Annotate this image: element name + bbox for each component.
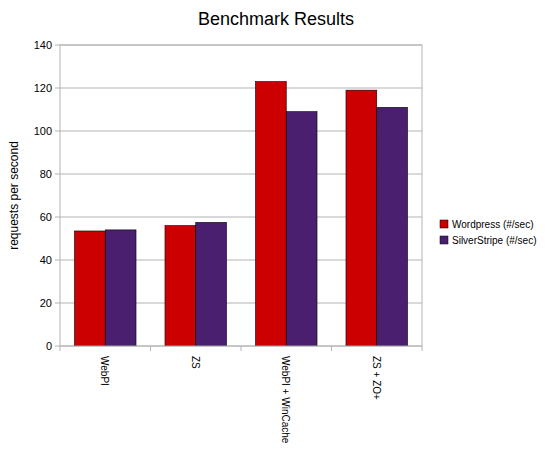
y-tick — [55, 174, 60, 175]
bar — [165, 226, 196, 346]
bar — [196, 222, 227, 346]
x-tick-label: WebPI — [99, 356, 110, 386]
x-tick — [150, 346, 151, 351]
y-tick-label: 20 — [40, 297, 52, 309]
plot-frame — [60, 45, 422, 346]
y-tick-label: 100 — [34, 125, 52, 137]
legend-label: SilverStripe (#/sec) — [452, 235, 536, 246]
bar — [105, 230, 136, 346]
x-tick — [60, 346, 61, 351]
x-tick — [422, 346, 423, 351]
legend-swatch — [440, 236, 448, 244]
y-tick-label: 60 — [40, 211, 52, 223]
y-axis-label: requests per second — [7, 141, 21, 250]
bar — [346, 90, 377, 346]
chart: 0 20 40 60 80 100 120 140 WebPI ZS WebPI + WinCach… — [0, 0, 552, 457]
y-tick — [55, 260, 60, 261]
legend-swatch — [440, 220, 448, 228]
x-tick-label: ZS + ZO+ — [371, 356, 382, 400]
bars — [74, 82, 407, 346]
x-tick-label: WebPI + WinCache — [280, 356, 291, 444]
background — [0, 0, 552, 457]
bar — [377, 107, 408, 346]
y-tick-label: 80 — [40, 168, 52, 180]
bar — [286, 112, 317, 346]
chart-container: 0 20 40 60 80 100 120 140 WebPI ZS WebPI + WinCach… — [0, 0, 552, 457]
y-tick — [55, 346, 60, 347]
bar — [255, 82, 286, 346]
bar — [74, 231, 105, 346]
y-tick — [55, 217, 60, 218]
y-tick-label: 40 — [40, 254, 52, 266]
y-tick-label: 140 — [34, 39, 52, 51]
y-tick — [55, 303, 60, 304]
y-tick — [55, 45, 60, 46]
y-tick — [55, 131, 60, 132]
x-tick — [241, 346, 242, 351]
y-tick-label: 0 — [46, 340, 52, 352]
legend-label: Wordpress (#/sec) — [452, 219, 534, 230]
y-tick-label: 120 — [34, 82, 52, 94]
grid-line — [60, 88, 422, 89]
y-tick — [55, 88, 60, 89]
x-tick-label: ZS — [190, 356, 201, 369]
x-tick — [331, 346, 332, 351]
title: Benchmark Results — [198, 9, 354, 29]
